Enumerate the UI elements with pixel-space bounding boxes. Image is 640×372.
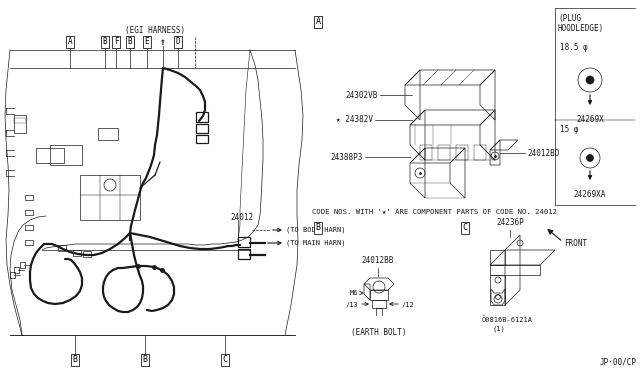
Bar	[25, 240, 33, 245]
Text: FRONT: FRONT	[564, 238, 587, 247]
Bar	[20, 262, 25, 268]
FancyArrowPatch shape	[588, 171, 591, 179]
Text: A: A	[316, 17, 321, 26]
Bar	[14, 115, 26, 133]
Text: C: C	[463, 224, 467, 232]
Bar	[238, 249, 250, 259]
Bar	[438, 145, 450, 160]
Text: B: B	[102, 38, 108, 46]
Text: ∕13: ∕13	[345, 301, 358, 307]
Text: 24012: 24012	[230, 214, 253, 222]
Text: A: A	[68, 38, 72, 46]
Text: C: C	[223, 356, 227, 365]
FancyArrowPatch shape	[588, 95, 591, 104]
Bar	[456, 145, 468, 160]
Text: (TO BODY HARN): (TO BODY HARN)	[286, 227, 346, 233]
Text: (EGI HARNESS): (EGI HARNESS)	[125, 26, 185, 35]
Bar	[25, 225, 33, 230]
Text: 24302VB: 24302VB	[346, 90, 378, 99]
Bar	[196, 135, 208, 143]
Bar	[14, 118, 26, 123]
Bar	[238, 237, 250, 247]
Text: CODE NOS. WITH '★' ARE COMPONENT PARTS OF CODE NO. 24012: CODE NOS. WITH '★' ARE COMPONENT PARTS O…	[312, 209, 557, 215]
Text: Ö0816B-6121A: Ö0816B-6121A	[482, 317, 533, 323]
Text: (TO MAIN HARN): (TO MAIN HARN)	[286, 240, 346, 246]
Text: ∕12: ∕12	[402, 301, 415, 307]
Bar	[14, 267, 19, 273]
Text: B: B	[72, 356, 77, 365]
Bar	[25, 195, 33, 200]
Text: 18.5 φ: 18.5 φ	[560, 44, 588, 52]
Text: 24012BB: 24012BB	[362, 256, 394, 265]
Bar	[98, 128, 118, 140]
Text: B: B	[316, 224, 321, 232]
Text: F: F	[114, 38, 118, 46]
Text: 24269XA: 24269XA	[574, 190, 606, 199]
Text: ★ 24382V: ★ 24382V	[336, 115, 373, 125]
Bar	[196, 124, 208, 133]
Text: 24388P3: 24388P3	[331, 153, 363, 161]
Circle shape	[586, 76, 594, 84]
Text: M6: M6	[349, 290, 358, 296]
Bar	[50, 145, 82, 165]
Text: (1): (1)	[492, 326, 505, 332]
Text: HOODLEDGE): HOODLEDGE)	[558, 23, 604, 32]
Text: E: E	[145, 38, 149, 46]
Bar	[36, 148, 64, 163]
Text: D: D	[176, 38, 180, 46]
Text: 24236P: 24236P	[496, 218, 524, 227]
Bar	[10, 272, 15, 278]
Text: JP·00/CP: JP·00/CP	[600, 357, 637, 366]
Text: B: B	[128, 38, 132, 46]
Bar	[25, 210, 33, 215]
Text: (EARTH BOLT): (EARTH BOLT)	[351, 327, 407, 337]
Text: 24269X: 24269X	[576, 115, 604, 124]
Text: (PLUG: (PLUG	[558, 13, 581, 22]
Bar	[420, 145, 432, 160]
Bar	[58, 245, 66, 251]
Bar	[73, 250, 81, 256]
Text: 24012BD: 24012BD	[527, 148, 559, 157]
Bar	[80, 175, 140, 220]
Text: ↑: ↑	[160, 37, 166, 47]
Text: B: B	[143, 356, 147, 365]
Bar	[474, 145, 486, 160]
Bar	[196, 112, 208, 122]
Circle shape	[586, 154, 593, 161]
Text: 15 φ: 15 φ	[560, 125, 579, 135]
Bar	[83, 251, 91, 257]
